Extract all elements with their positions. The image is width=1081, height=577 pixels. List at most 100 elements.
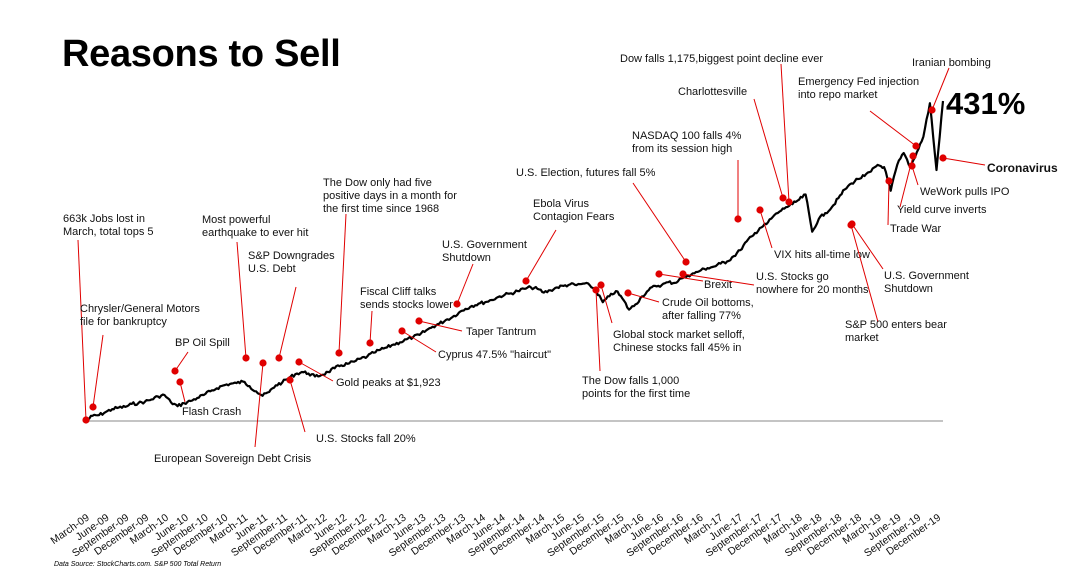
- annotation-leader: [401, 330, 437, 353]
- annotation-label: Emergency Fed injection: [798, 76, 919, 88]
- data-source-note: Data Source: StockCharts.com. S&P 500 To…: [54, 561, 222, 568]
- event-marker: [415, 317, 423, 325]
- event-marker: [928, 106, 936, 114]
- annotation-label: Trade War: [890, 223, 941, 235]
- annotation-label: earthquake to ever hit: [202, 227, 308, 239]
- annotation-label: European Sovereign Debt Crisis: [154, 453, 312, 465]
- annotation-leader: [887, 180, 890, 226]
- annotation-label: WeWork pulls IPO: [920, 186, 1010, 198]
- event-marker: [176, 378, 184, 386]
- annotation-label: VIX hits all-time low: [774, 249, 870, 261]
- annotation-leader: [931, 67, 950, 111]
- annotation-leader: [753, 98, 784, 199]
- annotation-leader: [338, 213, 347, 354]
- event-marker: [779, 194, 787, 202]
- annotation-label: Iranian bombing: [912, 57, 991, 69]
- event-marker: [679, 270, 687, 278]
- event-marker: [939, 154, 947, 162]
- annotation-leader: [236, 241, 247, 359]
- event-marker: [885, 177, 893, 185]
- total-gain-label: 431%: [946, 86, 1026, 121]
- event-marker: [597, 281, 605, 289]
- annotation-leader: [278, 286, 297, 359]
- annotation-leader: [632, 182, 687, 263]
- event-marker: [366, 339, 374, 347]
- annotation-leader: [595, 289, 601, 372]
- annotation-leader: [77, 239, 87, 421]
- event-marker: [912, 142, 920, 150]
- event-marker: [522, 277, 530, 285]
- annotation-label: S&P Downgrades: [248, 250, 335, 262]
- event-marker: [89, 403, 97, 411]
- event-marker: [734, 215, 742, 223]
- annotation-label: U.S. Government: [442, 239, 527, 251]
- event-marker: [286, 376, 294, 384]
- annotation-label: Flash Crash: [182, 406, 241, 418]
- annotation-leader: [289, 379, 306, 433]
- annotation-label: The Dow only had five: [323, 177, 432, 189]
- annotation-label: U.S. Debt: [248, 263, 296, 275]
- annotation-label: Dow falls 1,175,biggest point decline ev…: [620, 53, 823, 65]
- event-marker: [295, 358, 303, 366]
- event-marker: [909, 152, 917, 160]
- annotation-leader: [942, 157, 986, 166]
- annotation-leader: [658, 273, 704, 282]
- event-marker: [756, 206, 764, 214]
- annotation-leader: [174, 351, 189, 372]
- annotation-leader: [92, 334, 104, 408]
- annotation-label: Brexit: [704, 279, 732, 291]
- annotation-label: sends stocks lower: [360, 299, 453, 311]
- annotation-label: Fiscal Cliff talks: [360, 286, 437, 298]
- event-marker: [453, 300, 461, 308]
- annotation-leader: [627, 292, 660, 303]
- annotation-label: U.S. Stocks fall 20%: [316, 433, 416, 445]
- annotation-label: U.S. Election, futures fall 5%: [516, 167, 656, 179]
- event-marker: [398, 327, 406, 335]
- event-marker: [624, 289, 632, 297]
- annotation-label: market: [845, 332, 879, 344]
- annotation-leader: [298, 361, 334, 382]
- annotation-label: Ebola Virus: [533, 198, 590, 210]
- annotation-label: Chinese stocks fall 45% in: [613, 342, 741, 354]
- annotation-label: Cyprus 47.5% "haircut": [438, 349, 551, 361]
- annotation-leader: [851, 223, 884, 270]
- event-marker: [275, 354, 283, 362]
- annotation-leader: [759, 209, 773, 249]
- event-marker: [682, 258, 690, 266]
- annotation-label: 663k Jobs lost in: [63, 213, 145, 225]
- annotation-label: S&P 500 enters bear: [845, 319, 947, 331]
- event-marker: [655, 270, 663, 278]
- annotation-label: NASDAQ 100 falls 4%: [632, 130, 742, 142]
- event-marker: [171, 367, 179, 375]
- annotation-label: Most powerful: [202, 214, 270, 226]
- annotation-label: Coronavirus: [987, 161, 1058, 175]
- annotation-label: after falling 77%: [662, 310, 741, 322]
- annotation-label: from its session high: [632, 143, 732, 155]
- event-marker: [335, 349, 343, 357]
- annotation-leader: [869, 110, 917, 147]
- annotation-leader: [369, 310, 373, 344]
- annotation-label: Taper Tantrum: [466, 326, 536, 338]
- price-line: [85, 100, 945, 422]
- event-marker: [259, 359, 267, 367]
- annotation-label: Shutdown: [884, 283, 933, 295]
- annotation-label: Crude Oil bottoms,: [662, 297, 754, 309]
- annotation-label: March, total tops 5: [63, 226, 154, 238]
- event-marker: [848, 220, 856, 228]
- chart-title: Reasons to Sell: [62, 33, 341, 75]
- annotation-leader: [600, 284, 613, 324]
- annotation-label: U.S. Stocks go: [756, 271, 829, 283]
- annotation-label: BP Oil Spill: [175, 337, 230, 349]
- annotation-label: points for the first time: [582, 388, 690, 400]
- annotation-label: Gold peaks at $1,923: [336, 377, 441, 389]
- annotation-label: Charlottesville: [678, 86, 747, 98]
- annotation-leader: [850, 224, 879, 323]
- annotation-leader: [456, 263, 474, 305]
- annotation-label: Global stock market selloff,: [613, 329, 745, 341]
- event-marker: [592, 286, 600, 294]
- annotation-label: into repo market: [798, 89, 877, 101]
- annotation-label: positive days in a month for: [323, 190, 457, 202]
- annotation-label: the first time since 1968: [323, 203, 439, 215]
- annotation-leader: [682, 273, 755, 286]
